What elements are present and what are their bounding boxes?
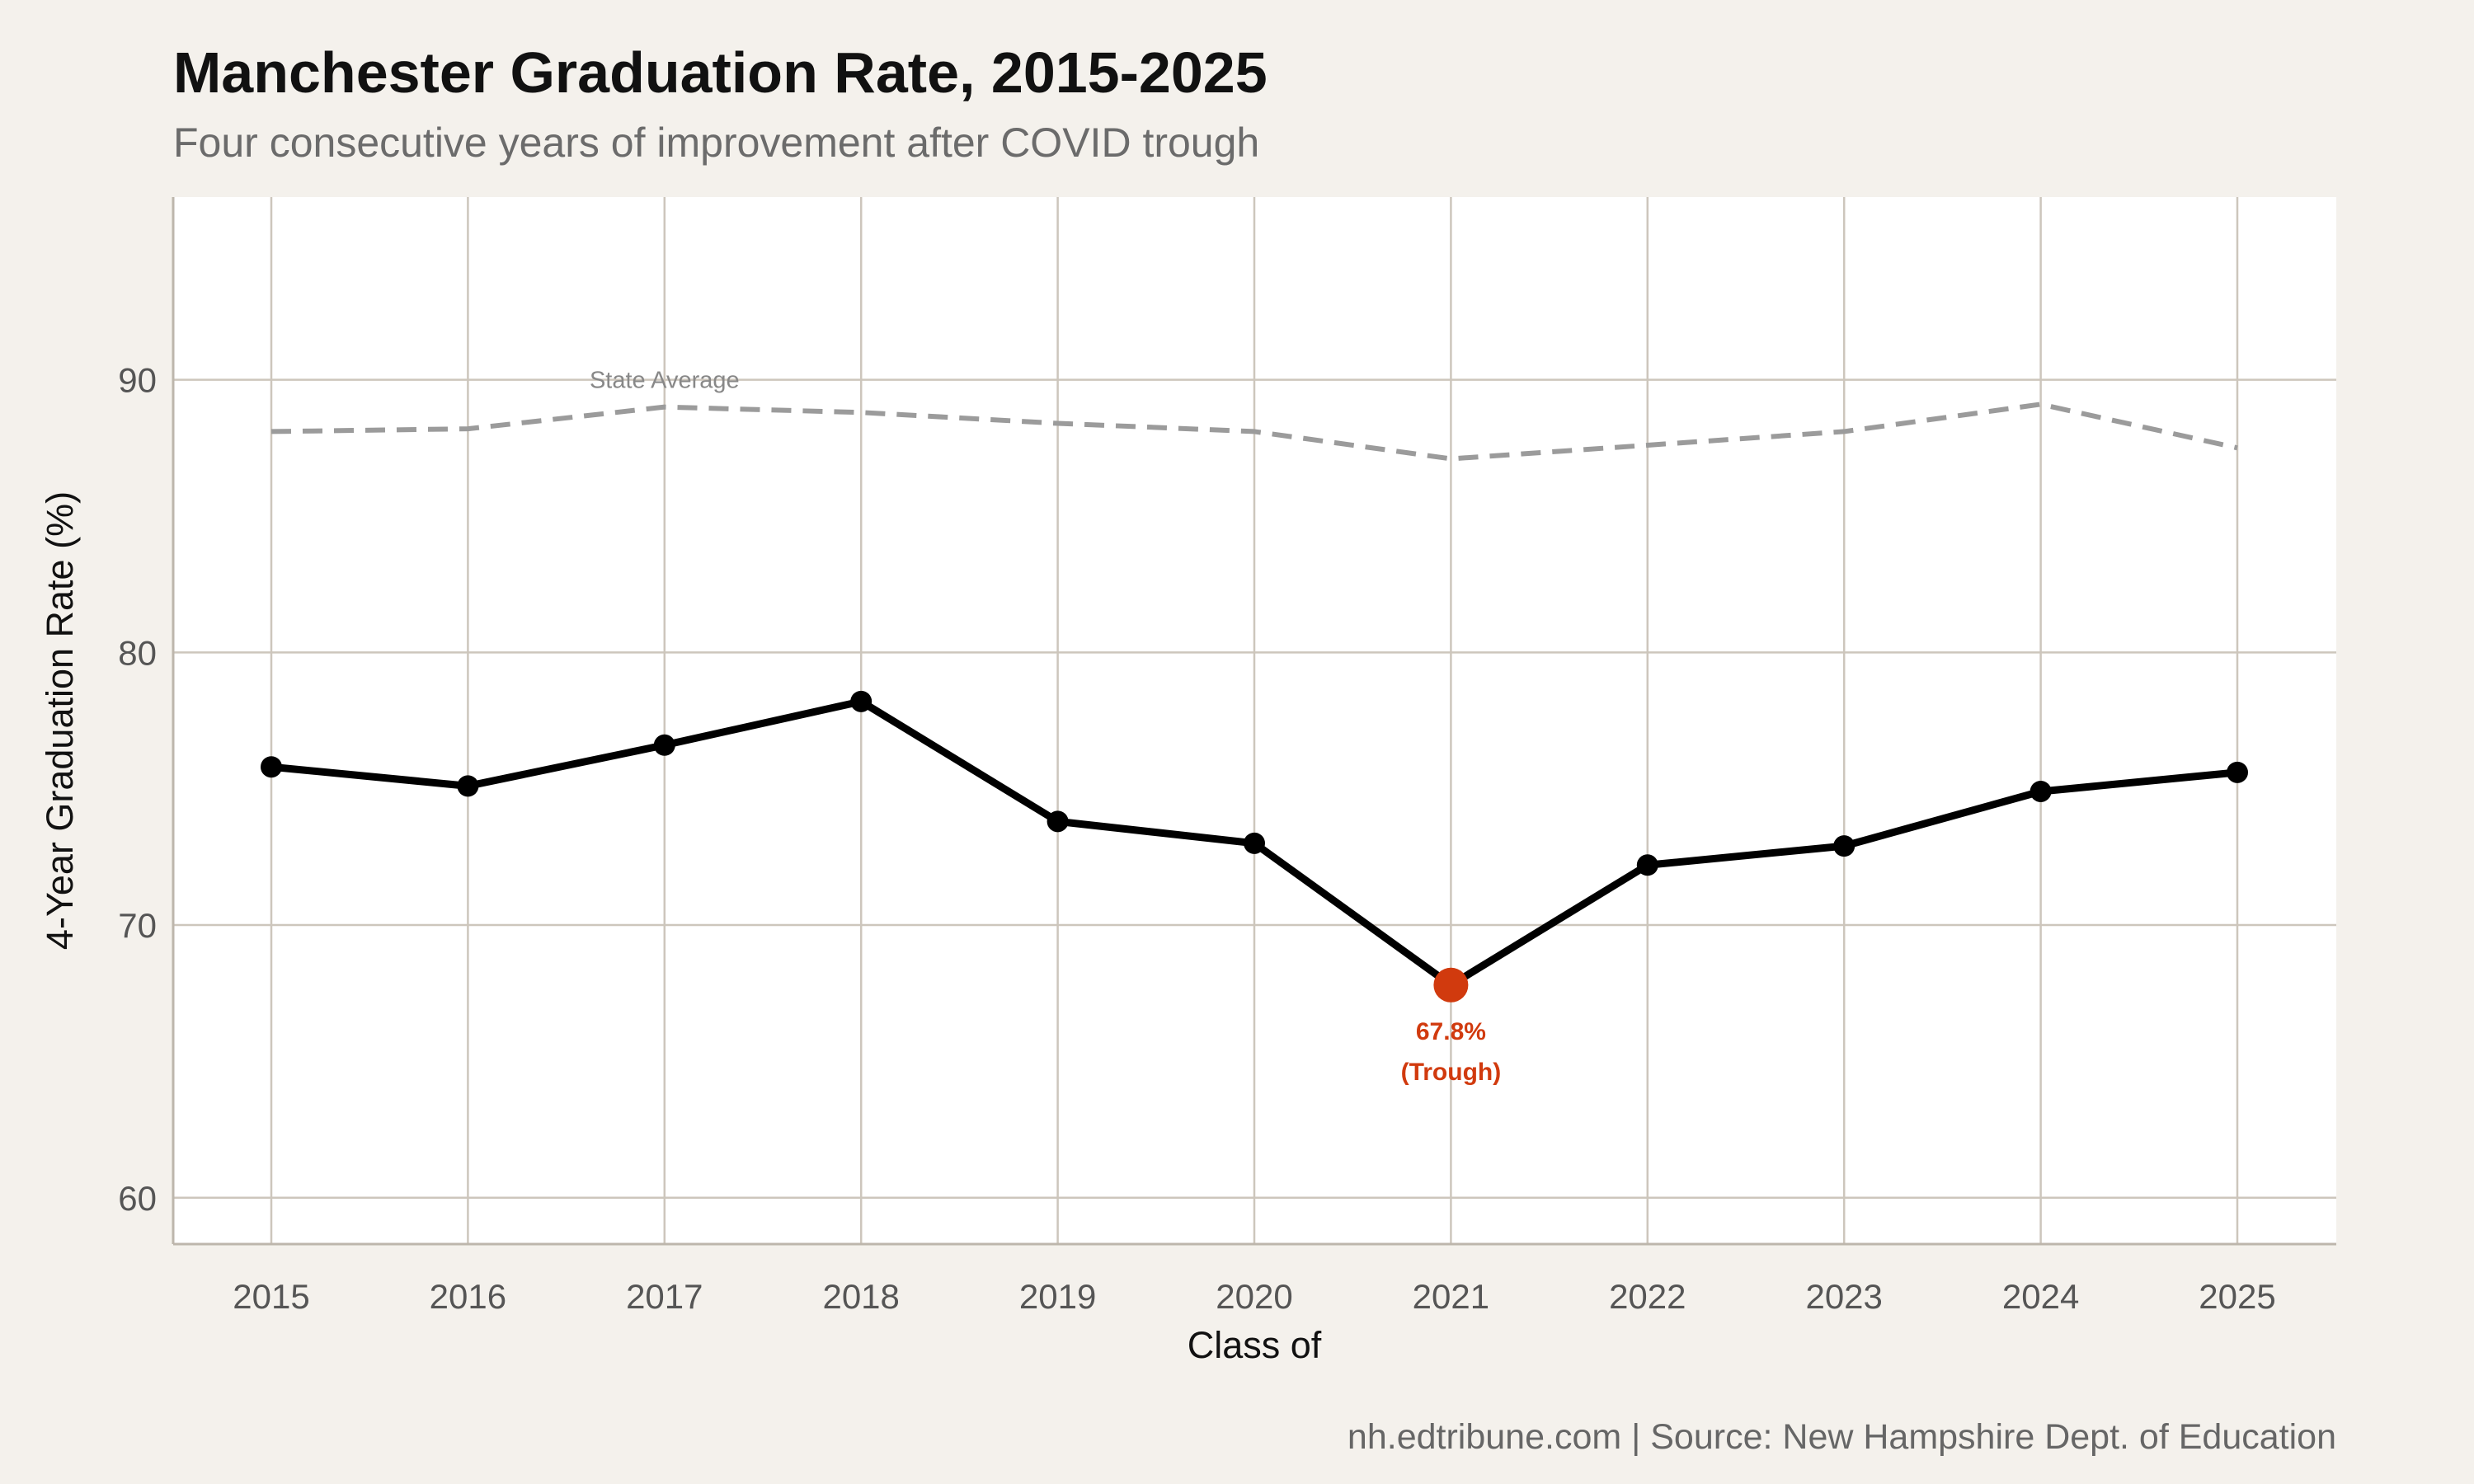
data-point — [850, 690, 872, 712]
x-tick-label: 2024 — [2002, 1277, 2079, 1316]
x-tick-label: 2016 — [430, 1277, 506, 1316]
y-tick-label: 60 — [118, 1179, 157, 1218]
trough-caption-label: (Trough) — [1401, 1059, 1502, 1086]
state-average-label: State Average — [590, 368, 740, 394]
source-caption: nh.edtribune.com | Source: New Hampshire… — [1348, 1417, 2336, 1457]
y-axis-title: 4-Year Graduation Rate (%) — [39, 491, 81, 950]
x-tick-label: 2023 — [1805, 1277, 1882, 1316]
x-tick-label: 2020 — [1216, 1277, 1292, 1316]
data-point — [1833, 835, 1856, 857]
x-tick-label: 2025 — [2199, 1277, 2275, 1316]
data-point — [1244, 832, 1265, 854]
data-point — [2030, 780, 2052, 802]
x-tick-labels: 2015 2016 2017 2018 2019 2020 2021 2022 2023 2024… — [233, 1277, 2275, 1316]
data-point — [1047, 810, 1069, 833]
trough-value-label: 67.8% — [1416, 1018, 1486, 1045]
data-point — [653, 734, 675, 756]
data-point — [261, 756, 282, 778]
x-tick-label: 2015 — [233, 1277, 309, 1316]
y-tick-label: 70 — [118, 906, 157, 945]
x-tick-label: 2018 — [822, 1277, 899, 1316]
x-tick-label: 2017 — [626, 1277, 703, 1316]
series-layer — [261, 402, 2248, 1003]
data-point — [2227, 761, 2248, 783]
chart-subtitle: Four consecutive years of improvement af… — [173, 120, 1259, 166]
y-tick-label: 90 — [118, 361, 157, 400]
x-tick-label: 2019 — [1019, 1277, 1096, 1316]
data-point — [1636, 854, 1658, 876]
gridlines — [173, 197, 2336, 1244]
x-tick-label: 2022 — [1609, 1277, 1686, 1316]
chart-title: Manchester Graduation Rate, 2015-2025 — [173, 40, 1268, 105]
y-tick-labels: 60 70 80 90 — [118, 361, 157, 1218]
annotations: 67.8% (Trough) — [1401, 1018, 1502, 1086]
y-tick-label: 80 — [118, 633, 157, 672]
state-average-line — [270, 402, 2238, 462]
data-point — [457, 775, 479, 797]
x-axis-title: Class of — [1188, 1324, 1322, 1366]
x-tick-label: 2021 — [1413, 1277, 1489, 1316]
trough-point — [1433, 967, 1469, 1003]
